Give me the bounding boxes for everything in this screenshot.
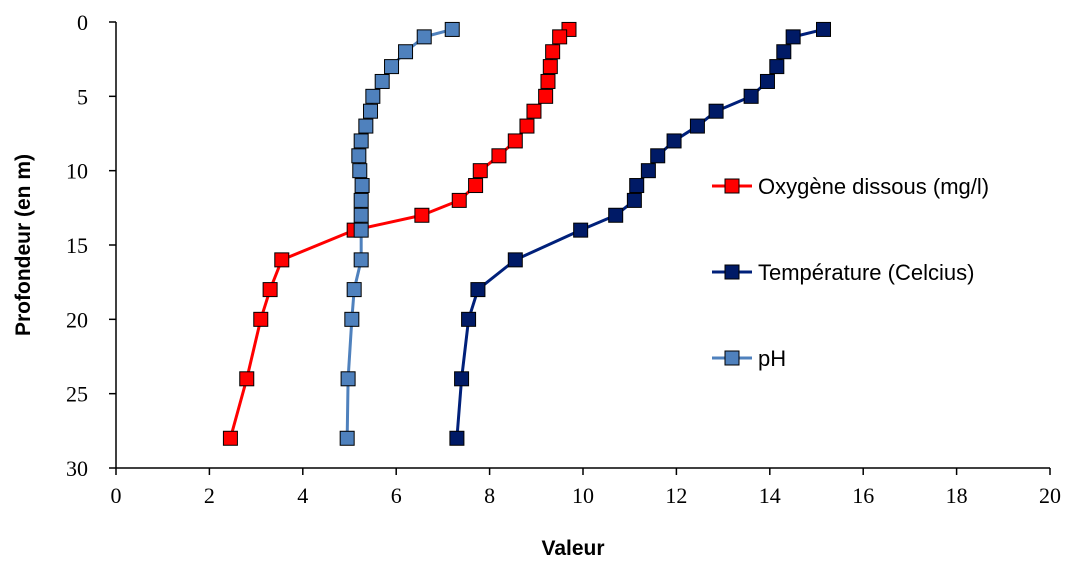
legend-label: pH bbox=[758, 346, 786, 371]
data-point-marker bbox=[449, 430, 465, 446]
y-tick-label: 5 bbox=[77, 84, 88, 109]
x-tick-label: 16 bbox=[852, 483, 874, 508]
y-tick-label: 25 bbox=[66, 382, 88, 407]
data-point-marker bbox=[472, 163, 488, 179]
legend-marker bbox=[724, 264, 740, 280]
data-point-marker bbox=[608, 207, 624, 223]
data-point-marker bbox=[540, 73, 556, 89]
data-point-marker bbox=[451, 192, 467, 208]
series-3 bbox=[339, 21, 460, 446]
data-point-marker bbox=[352, 163, 368, 179]
data-point-marker bbox=[354, 178, 370, 194]
series-1 bbox=[222, 21, 577, 446]
data-point-marker bbox=[629, 178, 645, 194]
data-point-marker bbox=[650, 148, 666, 164]
data-point-marker bbox=[689, 118, 705, 134]
data-point-marker bbox=[507, 133, 523, 149]
y-tick-label: 15 bbox=[66, 233, 88, 258]
data-point-marker bbox=[398, 44, 414, 60]
data-point-marker bbox=[552, 29, 568, 45]
legend: Oxygène dissous (mg/l) Température (Celci… bbox=[712, 174, 989, 371]
data-point-marker bbox=[414, 207, 430, 223]
data-point-marker bbox=[274, 252, 290, 268]
data-point-marker bbox=[769, 59, 785, 75]
x-tick-label: 2 bbox=[204, 483, 215, 508]
data-point-marker bbox=[507, 252, 523, 268]
legend-item: Température (Celcius) bbox=[712, 260, 974, 285]
data-point-marker bbox=[468, 178, 484, 194]
data-point-marker bbox=[353, 133, 369, 149]
y-tick-label: 0 bbox=[77, 10, 88, 35]
x-tick-label: 18 bbox=[946, 483, 968, 508]
legend-label: Oxygène dissous (mg/l) bbox=[758, 174, 989, 199]
x-tick-label: 6 bbox=[391, 483, 402, 508]
legend-marker bbox=[724, 178, 740, 194]
data-point-marker bbox=[538, 88, 554, 104]
legend-marker bbox=[724, 350, 740, 366]
data-point-marker bbox=[262, 282, 278, 298]
data-point-marker bbox=[363, 103, 379, 119]
legend-item: Oxygène dissous (mg/l) bbox=[712, 174, 989, 199]
series bbox=[222, 21, 832, 446]
data-point-marker bbox=[776, 44, 792, 60]
data-point-marker bbox=[666, 133, 682, 149]
data-point-marker bbox=[444, 21, 460, 37]
x-tick-label: 10 bbox=[572, 483, 594, 508]
data-point-marker bbox=[785, 29, 801, 45]
x-tick-label: 0 bbox=[111, 483, 122, 508]
data-point-marker bbox=[526, 103, 542, 119]
series-2 bbox=[449, 21, 832, 446]
x-axis-title: Valeur bbox=[541, 537, 604, 560]
data-point-marker bbox=[470, 282, 486, 298]
y-tick-label: 30 bbox=[66, 456, 88, 481]
series-line bbox=[228, 28, 570, 439]
data-point-marker bbox=[416, 29, 432, 45]
x-tick-label: 8 bbox=[484, 483, 495, 508]
data-point-marker bbox=[454, 371, 470, 387]
data-point-marker bbox=[353, 192, 369, 208]
data-point-marker bbox=[743, 88, 759, 104]
x-tick-label: 12 bbox=[665, 483, 687, 508]
data-point-marker bbox=[640, 163, 656, 179]
data-point-marker bbox=[346, 282, 362, 298]
data-point-marker bbox=[461, 311, 477, 327]
data-point-marker bbox=[573, 222, 589, 238]
legend-item: pH bbox=[712, 346, 786, 371]
data-point-marker bbox=[344, 311, 360, 327]
data-point-marker bbox=[519, 118, 535, 134]
data-point-marker bbox=[491, 148, 507, 164]
legend-label: Température (Celcius) bbox=[758, 260, 974, 285]
y-tick-label: 10 bbox=[66, 159, 88, 184]
data-point-marker bbox=[222, 430, 238, 446]
x-tick-label: 20 bbox=[1039, 483, 1061, 508]
data-point-marker bbox=[708, 103, 724, 119]
data-point-marker bbox=[626, 192, 642, 208]
x-tick-label: 4 bbox=[297, 483, 308, 508]
data-point-marker bbox=[340, 371, 356, 387]
series-line bbox=[455, 27, 824, 439]
data-point-marker bbox=[351, 148, 367, 164]
x-tick-label: 14 bbox=[759, 483, 781, 508]
data-point-marker bbox=[374, 73, 390, 89]
data-point-marker bbox=[239, 371, 255, 387]
data-point-marker bbox=[542, 59, 558, 75]
data-point-marker bbox=[358, 118, 374, 134]
data-point-marker bbox=[545, 44, 561, 60]
axes bbox=[115, 22, 1050, 469]
data-point-marker bbox=[365, 88, 381, 104]
data-point-marker bbox=[339, 430, 355, 446]
y-axis-title: Profondeur (en m) bbox=[12, 154, 35, 336]
data-point-marker bbox=[384, 59, 400, 75]
data-point-marker bbox=[353, 222, 369, 238]
ticks: 0 2 4 6 8 10 12 14 16 18 20 0 5 10 15 20 25 30 bbox=[66, 10, 1061, 508]
data-point-marker bbox=[353, 207, 369, 223]
data-point-marker bbox=[759, 73, 775, 89]
data-point-marker bbox=[816, 21, 832, 37]
data-point-marker bbox=[253, 311, 269, 327]
data-point-marker bbox=[353, 252, 369, 268]
y-tick-label: 20 bbox=[66, 307, 88, 332]
